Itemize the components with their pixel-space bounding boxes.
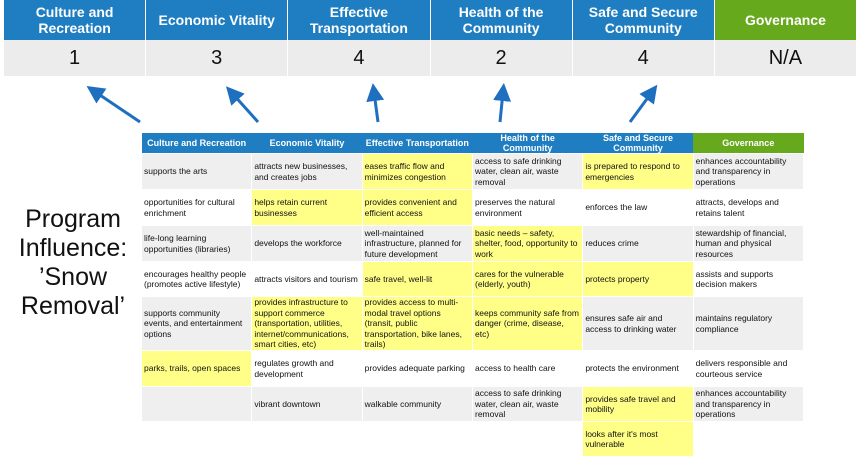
table-cell: looks after it's most vulnerable (582, 421, 694, 457)
category-score: 4 (288, 40, 431, 76)
category-header: Safe and Secure Community (572, 0, 715, 40)
table-cell (251, 421, 363, 457)
table-cell: eases traffic flow and minimizes congest… (361, 153, 473, 190)
table-cell: attracts visitors and tourism (251, 261, 363, 297)
table-cell (471, 421, 584, 457)
table-cell: provides safe travel and mobility (582, 386, 694, 422)
table-cell (361, 421, 473, 457)
table-cell: well-maintained infrastructure, planned … (361, 225, 473, 262)
arrow-icon (628, 84, 658, 123)
table-cell: cares for the vulnerable (elderly, youth… (471, 261, 584, 297)
table-row: opportunities for cultural enrichment hel… (140, 189, 805, 226)
category-header: Effective Transportation (288, 0, 431, 40)
table-cell: maintains regulatory compliance (692, 296, 805, 351)
table-cell: access to health care (471, 350, 584, 387)
table-cell: walkable community (361, 386, 473, 422)
table-cell: parks, trails, open spaces (140, 350, 253, 387)
table-cell: provides access to multi-modal travel op… (361, 296, 473, 351)
table-header: Health of the Community (472, 133, 583, 154)
table-cell: delivers responsible and courteous servi… (692, 350, 805, 387)
table-cell: enforces the law (582, 189, 694, 226)
table-cell: supports the arts (140, 153, 253, 190)
table-row: supports community events, and entertain… (140, 296, 805, 351)
table-cell: access to safe drinking water, clean air… (471, 153, 584, 190)
table-cell: develops the workforce (251, 225, 363, 262)
table-cell: provides infrastructure to support comme… (251, 296, 363, 351)
arrow-icon (366, 83, 385, 123)
table-cell: ensures safe air and access to drinking … (582, 296, 694, 351)
table-cell: regulates growth and development (251, 350, 363, 387)
table-cell: is prepared to respond to emergencies (582, 153, 694, 190)
table-cell (692, 421, 805, 457)
influence-table: Culture and Recreation Economic Vitality E… (140, 133, 805, 457)
table-cell: opportunities for cultural enrichment (140, 189, 253, 226)
program-influence-label: Program Influence: ’Snow Removal’ (18, 205, 128, 320)
table-header: Governance (693, 133, 804, 154)
category-header: Culture and Recreation (4, 0, 147, 40)
table-cell: attracts new businesses, and creates job… (251, 153, 363, 190)
table-cell: keeps community safe from danger (crime,… (471, 296, 584, 351)
table-row: parks, trails, open spaces regulates grow… (140, 350, 805, 387)
table-cell: supports community events, and entertain… (140, 296, 253, 351)
table-cell (140, 421, 253, 457)
table-cell: assists and supports decision makers (692, 261, 805, 297)
table-cell: safe travel, well-lit (361, 261, 473, 297)
table-cell: life-long learning opportunities (librar… (140, 225, 253, 262)
table-header: Culture and Recreation (141, 133, 252, 154)
table-cell: vibrant downtown (251, 386, 363, 422)
table-row: looks after it's most vulnerable (140, 421, 805, 457)
table-row: vibrant downtown walkable community access… (140, 386, 805, 422)
table-cell: protects the environment (582, 350, 694, 387)
category-score: N/A (714, 40, 857, 76)
arrow-icon (86, 85, 141, 124)
arrow-icon (493, 83, 512, 123)
table-cell: helps retain current businesses (251, 189, 363, 226)
table-cell: encourages healthy people (promotes acti… (140, 261, 253, 297)
category-score: 2 (430, 40, 573, 76)
table-cell: provides adequate parking (361, 350, 473, 387)
table-cell: preserves the natural environment (471, 189, 584, 226)
table-cell: protects property (582, 261, 694, 297)
category-header: Economic Vitality (146, 0, 289, 40)
table-cell: enhances accountability and transparency… (692, 153, 805, 190)
table-cell: attracts, develops and retains talent (692, 189, 805, 226)
category-header: Governance (714, 0, 857, 40)
table-cell: reduces crime (582, 225, 694, 262)
table-cell: basic needs – safety, shelter, food, opp… (471, 225, 584, 262)
category-score: 4 (572, 40, 715, 76)
category-header: Health of the Community (430, 0, 573, 40)
table-cell: stewardship of financial, human and phys… (692, 225, 805, 262)
table-cell (140, 386, 253, 422)
category-score: 3 (146, 40, 289, 76)
score-summary: Culture and Recreation Economic Vitality E… (4, 0, 857, 76)
table-header: Safe and Secure Community (582, 133, 694, 154)
table-row: encourages healthy people (promotes acti… (140, 261, 805, 297)
table-row: supports the arts attracts new businesses… (140, 153, 805, 190)
table-header: Economic Vitality (251, 133, 363, 154)
table-header: Effective Transportation (362, 133, 473, 154)
category-score: 1 (4, 40, 147, 76)
table-cell: provides convenient and efficient access (361, 189, 473, 226)
table-row: life-long learning opportunities (librar… (140, 225, 805, 262)
table-cell: access to safe drinking water, clean air… (471, 386, 584, 422)
table-cell: enhances accountability and transparency… (692, 386, 805, 422)
arrows (86, 83, 658, 124)
arrow-icon (225, 86, 260, 124)
